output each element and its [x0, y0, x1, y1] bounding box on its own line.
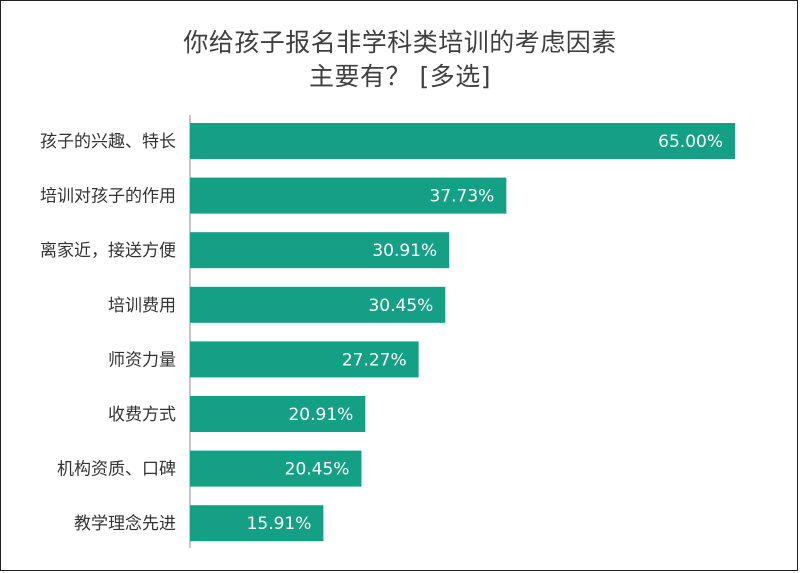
bar: [190, 232, 450, 269]
chart-title-line-2: 主要有？ [多选]: [309, 62, 491, 91]
category-label: 机构资质、口碑: [57, 460, 176, 480]
data-label: 20.45%: [285, 460, 350, 480]
bar: [190, 123, 735, 159]
data-label: 65.00%: [658, 132, 723, 152]
chart-title-line-1: 你给孩子报名非学科类培训的考虑因素: [183, 28, 617, 57]
data-label: 15.91%: [247, 514, 312, 534]
bar: [190, 286, 446, 323]
bar: [190, 177, 507, 214]
category-label: 培训对孩子的作用: [40, 187, 176, 207]
bars-group: 孩子的兴趣、特长 65.00% 培训对孩子的作用 37.73% 离家近，接送方便 30.9…: [40, 123, 735, 542]
data-label: 37.73%: [430, 187, 495, 207]
category-label: 教学理念先进: [74, 513, 176, 534]
category-label: 收费方式: [108, 405, 176, 425]
bar: [190, 450, 362, 487]
category-label: 培训费用: [108, 296, 176, 316]
category-label: 离家近，接送方便: [40, 241, 176, 261]
data-label: 20.91%: [288, 405, 353, 425]
data-label: 30.45%: [368, 296, 433, 316]
bar: [190, 341, 419, 378]
bar: [190, 396, 366, 432]
bar: [190, 505, 324, 542]
data-label: 27.27%: [342, 350, 407, 370]
category-label: 师资力量: [108, 350, 176, 370]
data-label: 30.91%: [372, 241, 437, 261]
category-label: 孩子的兴趣、特长: [40, 132, 176, 152]
